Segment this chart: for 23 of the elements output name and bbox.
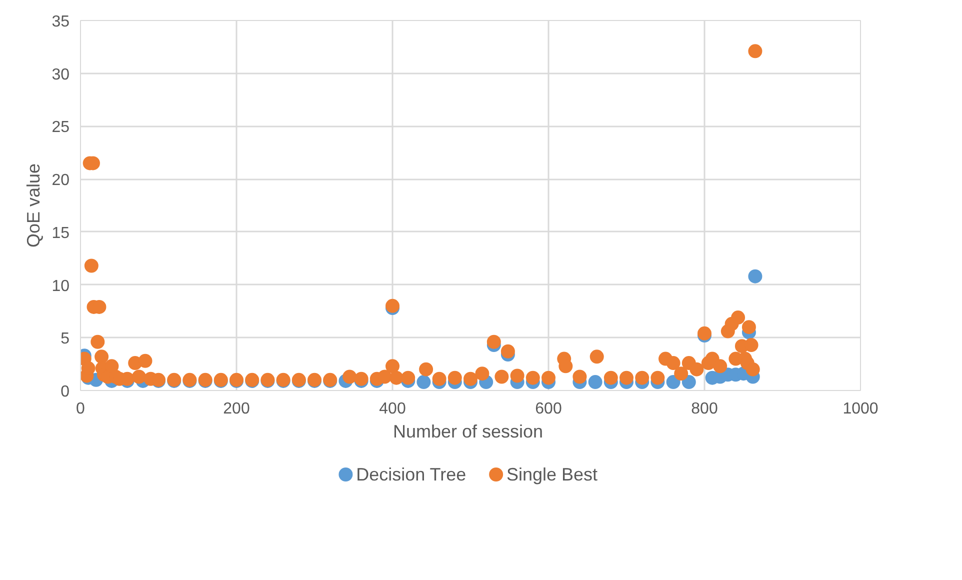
- point: [666, 375, 680, 390]
- legend-label: Single Best: [506, 464, 598, 484]
- y-tick-label: 25: [52, 119, 70, 136]
- y-tick-label: 35: [52, 14, 70, 30]
- x-tick-label: 400: [379, 400, 406, 418]
- x-tick-label: 200: [223, 400, 250, 418]
- x-tick-label: 600: [535, 400, 562, 418]
- point: [416, 375, 431, 390]
- y-tick-label: 30: [52, 66, 70, 84]
- x-tick-label: 800: [691, 400, 718, 418]
- x-axis-title: Number of session: [392, 422, 544, 442]
- y-tick-label: 15: [52, 224, 70, 242]
- x-tick-label: 1000: [842, 400, 878, 418]
- legend-label: Decision Tree: [356, 464, 466, 484]
- x-tick-label: 0: [76, 400, 86, 418]
- y-tick-label: 20: [52, 172, 70, 190]
- point: [748, 269, 762, 284]
- point: [588, 375, 602, 390]
- y-tick-label: 0: [60, 384, 70, 400]
- y-axis-title: QoE value: [24, 163, 44, 248]
- y-tick-label: 10: [52, 278, 70, 295]
- point: [682, 375, 696, 390]
- y-tick-label: 5: [60, 330, 70, 348]
